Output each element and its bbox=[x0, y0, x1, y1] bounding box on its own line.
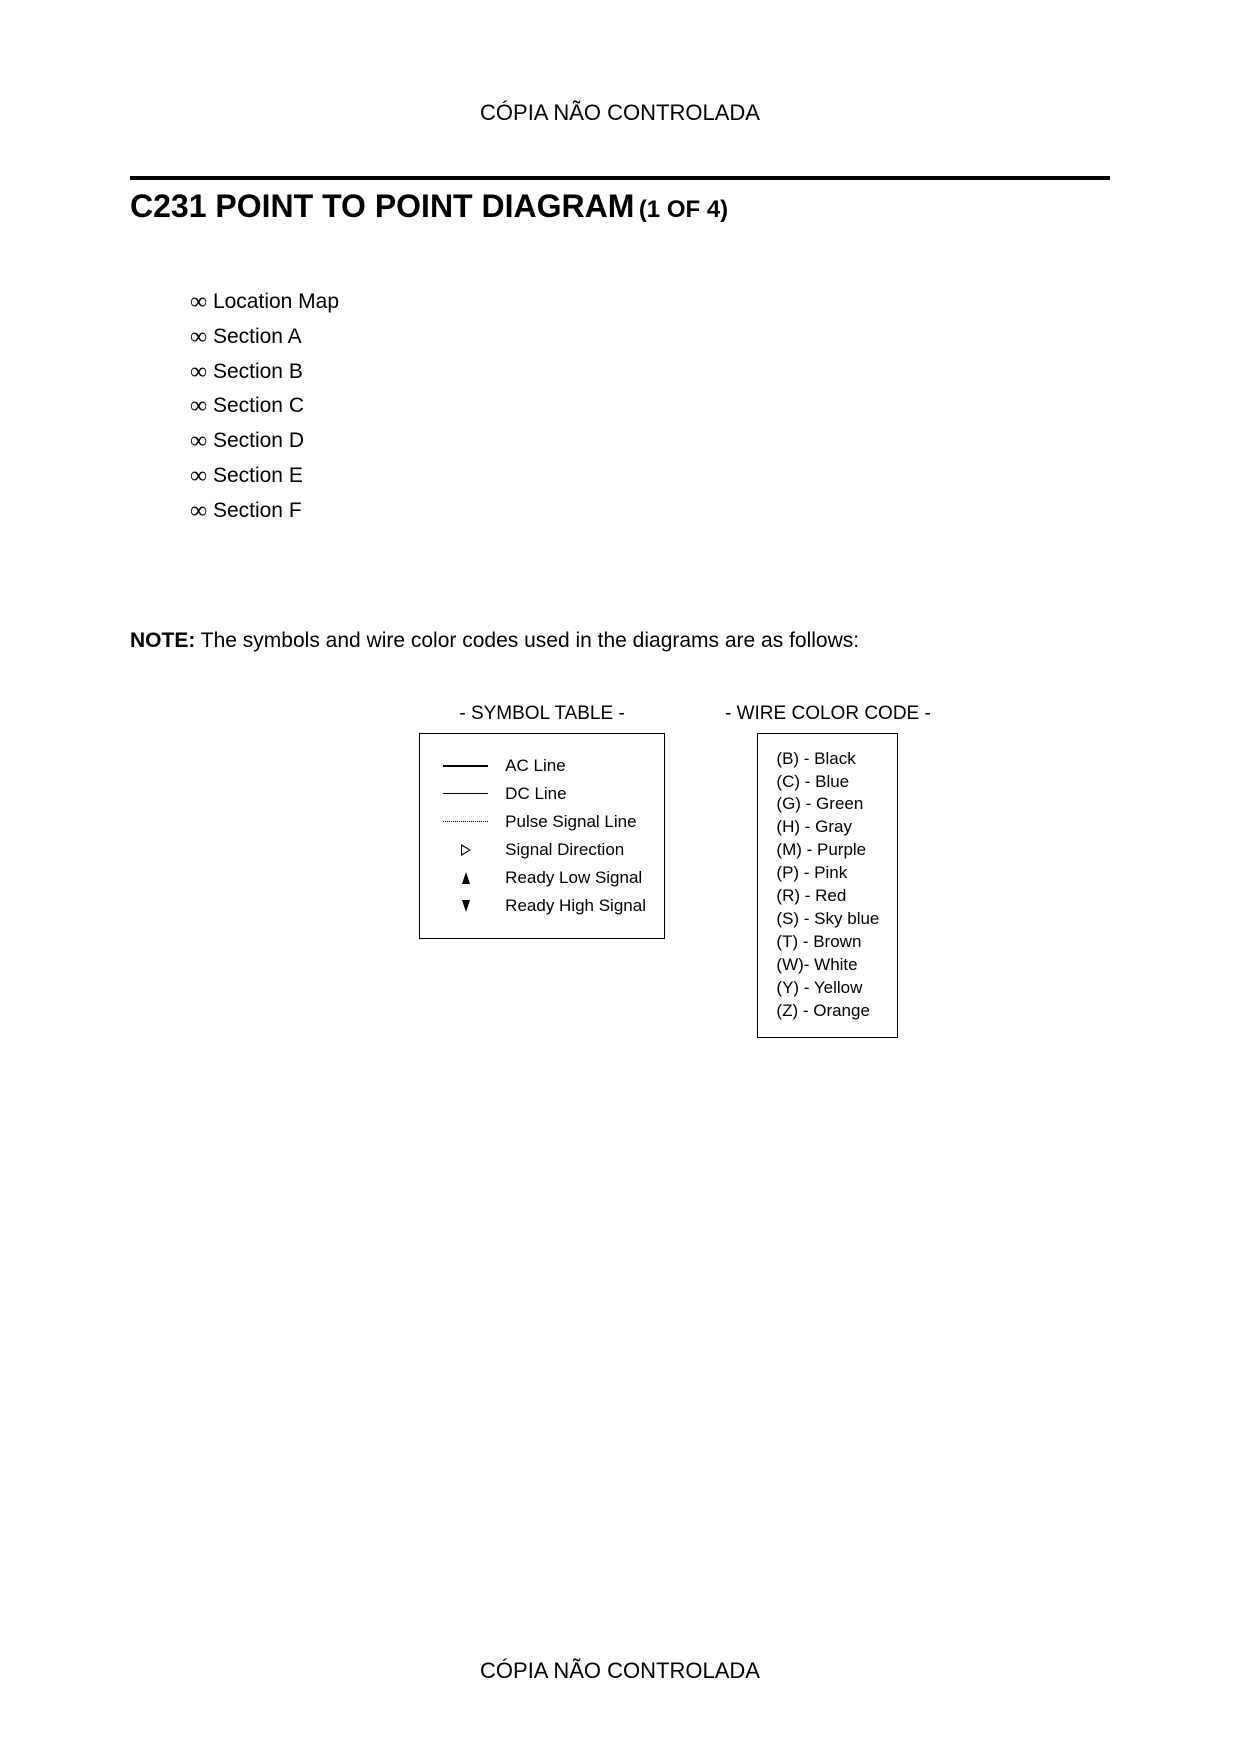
symbol-label: Signal Direction bbox=[505, 840, 624, 860]
symbol-icon-cell bbox=[438, 872, 493, 884]
note-line: NOTE: The symbols and wire color codes u… bbox=[130, 629, 1110, 653]
symbol-row: AC Line bbox=[438, 756, 646, 776]
symbol-row: Pulse Signal Line bbox=[438, 812, 646, 832]
color-row: (T) - Brown bbox=[776, 931, 879, 954]
section-item: ∞ Section E bbox=[190, 459, 1110, 494]
symbol-label: AC Line bbox=[505, 756, 565, 776]
infinity-icon: ∞ bbox=[190, 463, 207, 489]
section-item-label: Section F bbox=[207, 499, 302, 522]
symbol-label: Pulse Signal Line bbox=[505, 812, 636, 832]
color-row: (R) - Red bbox=[776, 885, 879, 908]
title-rule bbox=[130, 176, 1110, 180]
symbol-label: Ready Low Signal bbox=[505, 868, 642, 888]
tri-up-icon bbox=[462, 872, 470, 884]
color-row: (S) - Sky blue bbox=[776, 908, 879, 931]
section-item: ∞ Section F bbox=[190, 494, 1110, 529]
page-header: CÓPIA NÃO CONTROLADA bbox=[130, 100, 1110, 126]
infinity-icon: ∞ bbox=[190, 324, 207, 350]
color-row: (H) - Gray bbox=[776, 816, 879, 839]
tri-down-icon bbox=[462, 900, 470, 912]
symbol-icon-cell bbox=[438, 900, 493, 912]
symbol-row: Ready Low Signal bbox=[438, 868, 646, 888]
symbol-label: Ready High Signal bbox=[505, 896, 646, 916]
symbol-icon-cell bbox=[438, 821, 493, 822]
page-title: C231 POINT TO POINT DIAGRAM bbox=[130, 188, 634, 224]
line-thick-icon bbox=[443, 765, 488, 767]
color-row: (Y) - Yellow bbox=[776, 977, 879, 1000]
color-row: (P) - Pink bbox=[776, 862, 879, 885]
color-row: (C) - Blue bbox=[776, 771, 879, 794]
infinity-icon: ∞ bbox=[190, 393, 207, 419]
symbol-row: Ready High Signal bbox=[438, 896, 646, 916]
infinity-icon: ∞ bbox=[190, 289, 207, 315]
symbol-row: DC Line bbox=[438, 784, 646, 804]
color-table: (B) - Black(C) - Blue(G) - Green(H) - Gr… bbox=[757, 733, 898, 1038]
symbol-table: AC Line DC Line Pulse Signal Line Signal Di… bbox=[419, 733, 665, 939]
section-item-label: Location Map bbox=[207, 290, 339, 313]
color-row: (Z) - Orange bbox=[776, 1000, 879, 1023]
section-list: ∞ Location Map∞ Section A∞ Section B∞ Se… bbox=[190, 285, 1110, 529]
infinity-icon: ∞ bbox=[190, 428, 207, 454]
section-item: ∞ Section C bbox=[190, 389, 1110, 424]
section-item: ∞ Section A bbox=[190, 320, 1110, 355]
symbol-row: Signal Direction bbox=[438, 840, 646, 860]
page-footer: CÓPIA NÃO CONTROLADA bbox=[0, 1658, 1240, 1684]
infinity-icon: ∞ bbox=[190, 359, 207, 385]
section-item-label: Section A bbox=[207, 325, 302, 348]
line-thin-icon bbox=[443, 793, 488, 794]
color-row: (W)- White bbox=[776, 954, 879, 977]
section-item-label: Section B bbox=[207, 360, 303, 383]
section-item: ∞ Location Map bbox=[190, 285, 1110, 320]
page-title-suffix: (1 OF 4) bbox=[639, 196, 728, 223]
infinity-icon: ∞ bbox=[190, 498, 207, 524]
section-item-label: Section E bbox=[207, 464, 303, 487]
tri-open-icon bbox=[461, 844, 471, 856]
symbol-table-title: - SYMBOL TABLE - bbox=[459, 703, 624, 725]
note-label: NOTE: bbox=[130, 629, 195, 652]
section-item: ∞ Section B bbox=[190, 355, 1110, 390]
line-dotted-icon bbox=[443, 821, 488, 822]
note-text: The symbols and wire color codes used in… bbox=[195, 629, 859, 652]
section-item-label: Section C bbox=[207, 394, 304, 417]
symbol-icon-cell bbox=[438, 765, 493, 767]
color-table-title: - WIRE COLOR CODE - bbox=[725, 703, 931, 725]
symbol-label: DC Line bbox=[505, 784, 566, 804]
color-row: (G) - Green bbox=[776, 793, 879, 816]
color-row: (M) - Purple bbox=[776, 839, 879, 862]
color-row: (B) - Black bbox=[776, 748, 879, 771]
symbol-icon-cell bbox=[438, 793, 493, 794]
section-item: ∞ Section D bbox=[190, 424, 1110, 459]
section-item-label: Section D bbox=[207, 429, 304, 452]
symbol-icon-cell bbox=[438, 844, 493, 856]
